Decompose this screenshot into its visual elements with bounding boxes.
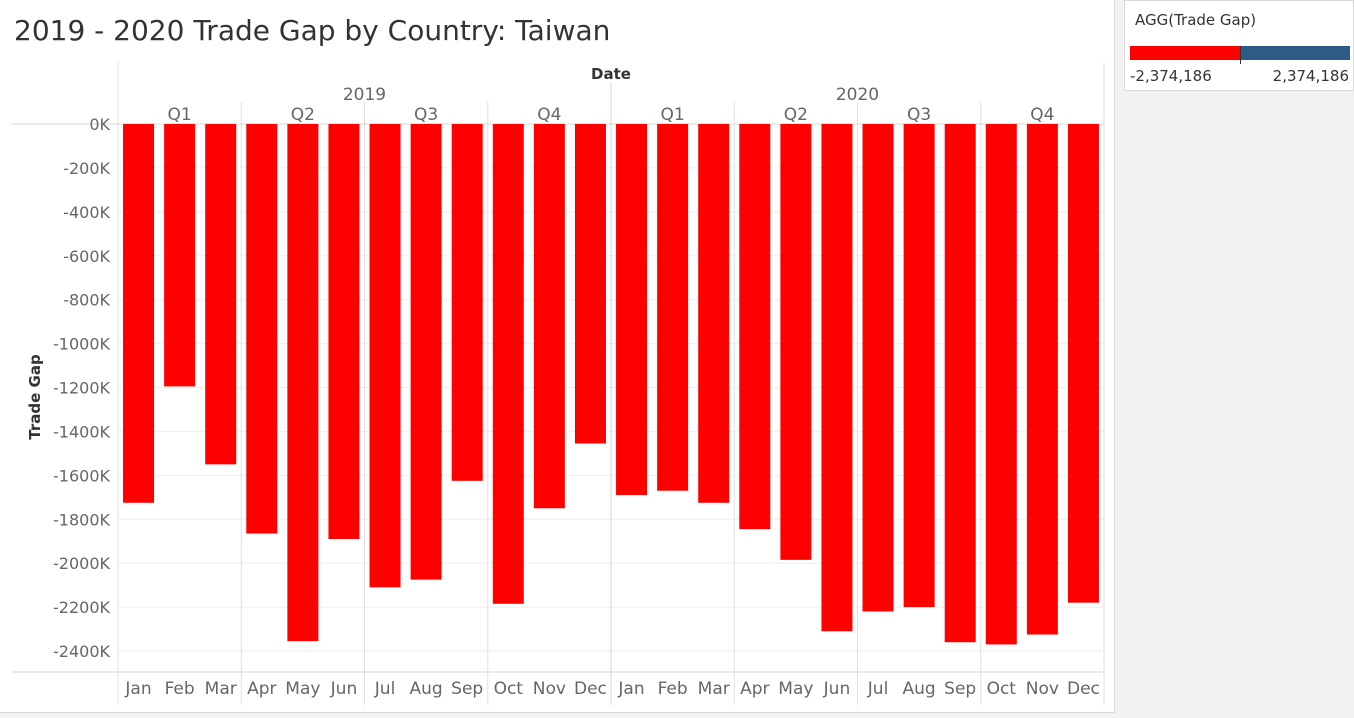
bar [164, 124, 196, 387]
bar [287, 124, 319, 642]
year-header: 2020 [836, 85, 879, 105]
bar [862, 124, 894, 612]
bar [574, 124, 606, 444]
bar [739, 124, 771, 530]
bar [903, 124, 935, 608]
quarter-header: Q2 [291, 105, 315, 125]
bar [492, 124, 524, 604]
month-label: Oct [987, 679, 1017, 699]
quarter-header: Q2 [784, 105, 808, 125]
quarter-header: Q4 [1030, 105, 1054, 125]
quarter-header: Q1 [168, 105, 192, 125]
month-label: Apr [247, 679, 276, 699]
y-tick-label: -200K [63, 159, 110, 178]
month-label: Apr [740, 679, 769, 699]
month-label: Nov [533, 679, 566, 699]
month-label: Mar [205, 679, 237, 699]
legend-zero-tick [1240, 46, 1241, 64]
bar [410, 124, 442, 580]
month-label: Aug [903, 679, 936, 699]
month-label: Jan [617, 679, 644, 699]
month-label: Jun [823, 679, 851, 699]
legend-positive-swatch [1240, 46, 1350, 60]
y-tick-label: -1000K [53, 335, 110, 354]
y-tick-label: -1800K [53, 510, 110, 529]
month-label: Jul [374, 679, 396, 699]
bar [616, 124, 648, 496]
month-label: Sep [451, 679, 483, 699]
year-header: 2019 [343, 85, 386, 105]
y-tick-label: 0K [89, 115, 110, 134]
bar [246, 124, 278, 534]
y-tick-label: -400K [63, 203, 110, 222]
legend-negative-swatch [1130, 46, 1240, 60]
y-tick-label: -800K [63, 291, 110, 310]
quarter-header: Q3 [907, 105, 931, 125]
bar [205, 124, 237, 465]
month-label: Sep [944, 679, 976, 699]
month-label: Nov [1026, 679, 1059, 699]
bar [780, 124, 812, 560]
month-label: Aug [410, 679, 443, 699]
legend-min-label: -2,374,186 [1130, 67, 1212, 85]
bar [328, 124, 360, 540]
bar [123, 124, 155, 503]
month-label: Dec [1067, 679, 1100, 699]
legend-max-label: 2,374,186 [1272, 67, 1349, 85]
quarter-header: Q3 [414, 105, 438, 125]
bar [451, 124, 483, 481]
month-label: Jan [124, 679, 151, 699]
bar [1026, 124, 1058, 635]
viz-panel: 2019 - 2020 Trade Gap by Country: Taiwan… [0, 0, 1115, 713]
bar [657, 124, 689, 491]
bar [369, 124, 401, 588]
y-tick-label: -2200K [53, 598, 110, 617]
month-label: Mar [698, 679, 730, 699]
y-axis-title: Trade Gap [26, 354, 44, 440]
color-legend: AGG(Trade Gap) -2,374,186 2,374,186 [1124, 0, 1354, 91]
legend-color-ramp [1130, 46, 1350, 60]
quarter-header: Q4 [537, 105, 561, 125]
month-label: Jun [330, 679, 358, 699]
y-tick-label: -2400K [53, 642, 110, 661]
y-tick-label: -2000K [53, 554, 110, 573]
month-label: Jul [867, 679, 889, 699]
month-label: Feb [165, 679, 195, 699]
bar [821, 124, 853, 632]
bar [944, 124, 976, 643]
bar [698, 124, 730, 503]
y-tick-label: -600K [63, 247, 110, 266]
y-tick-label: -1400K [53, 422, 110, 441]
month-label: Dec [574, 679, 607, 699]
quarter-header: Q1 [661, 105, 685, 125]
y-tick-label: -1600K [53, 466, 110, 485]
month-label: Oct [494, 679, 524, 699]
month-label: Feb [658, 679, 688, 699]
legend-title: AGG(Trade Gap) [1135, 11, 1257, 29]
bar-chart: Date 2019 2020 Q1 Q2 Q3 Q4 Q1 Q2 Q3 Q4 0K -200K -400K… [12, 62, 1105, 705]
month-label: May [778, 679, 813, 699]
bar [533, 124, 565, 509]
bar [985, 124, 1017, 645]
chart-title: 2019 - 2020 Trade Gap by Country: Taiwan [14, 14, 611, 47]
y-tick-label: -1200K [53, 379, 110, 398]
x-axis-title: Date [591, 65, 631, 83]
bar [1067, 124, 1099, 603]
month-label: May [285, 679, 320, 699]
